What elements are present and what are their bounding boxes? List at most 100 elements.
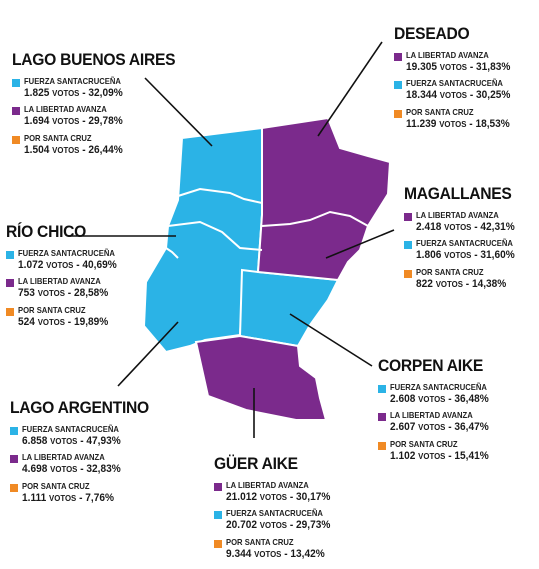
party-name: LA LIBERTAD AVANZA xyxy=(22,452,105,463)
dept-magallanes: MAGALLANES LA LIBERTAD AVANZA 2.418 VOTO… xyxy=(404,184,524,296)
party-votes: 1.102 VOTOS - 15,41% xyxy=(390,449,489,462)
party-votes: 1.504 VOTOS - 26,44% xyxy=(24,143,123,156)
party-name: FUERZA SANTACRUCEÑA xyxy=(406,78,503,89)
swatch-fs xyxy=(12,79,20,87)
dept-name: LAGO BUENOS AIRES xyxy=(12,50,176,69)
party-result: POR SANTA CRUZ 822 VOTOS - 14,38% xyxy=(404,266,524,290)
party-votes: 20.702 VOTOS - 29,73% xyxy=(226,519,331,532)
party-result: POR SANTA CRUZ 9.344 VOTOS - 13,42% xyxy=(214,536,339,560)
party-votes: 1.111 VOTOS - 7,76% xyxy=(22,491,114,504)
swatch-lla xyxy=(10,455,18,464)
swatch-fs xyxy=(404,241,412,250)
internal-borders xyxy=(165,187,369,259)
swatch-psc xyxy=(394,109,402,118)
party-name: LA LIBERTAD AVANZA xyxy=(390,410,473,421)
party-name: POR SANTA CRUZ xyxy=(390,438,458,449)
dept-deseado: DESEADO LA LIBERTAD AVANZA 19.305 VOTOS … xyxy=(394,24,519,136)
swatch-lla xyxy=(12,107,20,116)
dept-name: GÜER AIKE xyxy=(214,454,298,473)
party-result: POR SANTA CRUZ 1.111 VOTOS - 7,76% xyxy=(10,480,161,504)
party-votes: 6.858 VOTOS - 47,93% xyxy=(22,434,121,447)
party-name: FUERZA SANTACRUCEÑA xyxy=(416,238,513,249)
party-votes: 524 VOTOS - 19,89% xyxy=(18,315,109,328)
party-name: POR SANTA CRUZ xyxy=(406,106,474,117)
party-result: POR SANTA CRUZ 524 VOTOS - 19,89% xyxy=(6,305,126,328)
party-votes: 4.698 VOTOS - 32,83% xyxy=(22,463,121,476)
party-name: LA LIBERTAD AVANZA xyxy=(416,210,499,220)
party-result: LA LIBERTAD AVANZA 1.694 VOTOS - 29,78% xyxy=(12,105,190,127)
party-result: FUERZA SANTACRUCEÑA 18.344 VOTOS - 30,25… xyxy=(394,79,519,101)
party-votes: 19.305 VOTOS - 31,83% xyxy=(406,60,511,73)
dept-name: MAGALLANES xyxy=(404,184,512,203)
party-result: LA LIBERTAD AVANZA 19.305 VOTOS - 31,83% xyxy=(394,50,519,73)
party-result: FUERZA SANTACRUCEÑA 2.608 VOTOS - 36,48% xyxy=(378,382,498,405)
party-votes: 1.072 VOTOS - 40,69% xyxy=(18,258,117,271)
swatch-lla xyxy=(6,279,14,288)
swatch-psc xyxy=(12,135,20,144)
party-name: LA LIBERTAD AVANZA xyxy=(24,104,107,115)
dept-name: CORPEN AIKE xyxy=(378,356,484,375)
dept-lago-buenos-aires: LAGO BUENOS AIRES FUERZA SANTACRUCEÑA 1.… xyxy=(12,50,190,162)
party-result: FUERZA SANTACRUCEÑA 1.072 VOTOS - 40,69% xyxy=(6,248,126,271)
dept-guer-aike: GÜER AIKE LA LIBERTAD AVANZA 21.012 VOTO… xyxy=(214,454,339,566)
party-result: LA LIBERTAD AVANZA 2.607 VOTOS - 36,47% xyxy=(378,411,498,433)
swatch-fs xyxy=(394,81,402,90)
party-name: FUERZA SANTACRUCEÑA xyxy=(24,76,121,86)
dept-name: RÍO CHICO xyxy=(6,222,87,241)
party-votes: 753 VOTOS - 28,58% xyxy=(18,287,109,300)
region-guer-aike xyxy=(194,334,328,421)
party-name: LA LIBERTAD AVANZA xyxy=(226,480,309,490)
party-result: POR SANTA CRUZ 1.102 VOTOS - 15,41% xyxy=(378,438,498,462)
region-deseado-magallanes xyxy=(256,116,392,282)
party-votes: 1.825 VOTOS - 32,09% xyxy=(24,86,123,99)
swatch-lla xyxy=(214,483,222,491)
swatch-lla xyxy=(378,413,386,422)
dept-lago-argentino: LAGO ARGENTINO FUERZA SANTACRUCEÑA 6.858… xyxy=(10,398,161,510)
party-result: LA LIBERTAD AVANZA 753 VOTOS - 28,58% xyxy=(6,277,126,299)
swatch-psc xyxy=(10,483,18,492)
swatch-fs xyxy=(378,385,386,393)
swatch-fs xyxy=(214,511,222,520)
party-votes: 2.608 VOTOS - 36,48% xyxy=(390,392,489,405)
party-name: FUERZA SANTACRUCEÑA xyxy=(18,248,115,258)
party-result: FUERZA SANTACRUCEÑA 20.702 VOTOS - 29,73… xyxy=(214,509,339,531)
swatch-fs xyxy=(6,251,14,259)
party-result: POR SANTA CRUZ 11.239 VOTOS - 18,53% xyxy=(394,106,519,130)
party-name: FUERZA SANTACRUCEÑA xyxy=(226,508,323,519)
party-name: POR SANTA CRUZ xyxy=(24,132,92,143)
dept-corpen-aike: CORPEN AIKE FUERZA SANTACRUCEÑA 2.608 VO… xyxy=(378,356,498,468)
swatch-psc xyxy=(404,269,412,278)
swatch-lla xyxy=(394,53,402,61)
party-name: LA LIBERTAD AVANZA xyxy=(406,50,489,60)
party-result: FUERZA SANTACRUCEÑA 6.858 VOTOS - 47,93% xyxy=(10,424,161,447)
party-name: POR SANTA CRUZ xyxy=(22,480,90,491)
dept-name: DESEADO xyxy=(394,24,470,43)
party-votes: 21.012 VOTOS - 30,17% xyxy=(226,490,331,503)
dept-rio-chico: RÍO CHICO FUERZA SANTACRUCEÑA 1.072 VOTO… xyxy=(6,222,126,334)
party-votes: 2.418 VOTOS - 42,31% xyxy=(416,220,515,233)
party-result: LA LIBERTAD AVANZA 4.698 VOTOS - 32,83% xyxy=(10,453,161,475)
swatch-lla xyxy=(404,213,412,221)
swatch-psc xyxy=(214,539,222,548)
party-name: POR SANTA CRUZ xyxy=(416,266,484,277)
party-result: LA LIBERTAD AVANZA 2.418 VOTOS - 42,31% xyxy=(404,210,524,233)
party-votes: 1.806 VOTOS - 31,60% xyxy=(416,249,515,262)
party-result: LA LIBERTAD AVANZA 21.012 VOTOS - 30,17% xyxy=(214,480,339,503)
party-result: POR SANTA CRUZ 1.504 VOTOS - 26,44% xyxy=(12,132,190,156)
party-result: FUERZA SANTACRUCEÑA 1.825 VOTOS - 32,09% xyxy=(12,76,190,99)
party-name: POR SANTA CRUZ xyxy=(226,536,294,547)
swatch-psc xyxy=(378,441,386,450)
party-name: LA LIBERTAD AVANZA xyxy=(18,276,101,287)
party-name: FUERZA SANTACRUCEÑA xyxy=(22,424,119,434)
party-votes: 2.607 VOTOS - 36,47% xyxy=(390,421,489,434)
swatch-fs xyxy=(10,427,18,435)
party-votes: 11.239 VOTOS - 18,53% xyxy=(406,117,510,130)
party-votes: 18.344 VOTOS - 30,25% xyxy=(406,89,511,102)
swatch-psc xyxy=(6,307,14,316)
party-votes: 822 VOTOS - 14,38% xyxy=(416,277,507,290)
party-votes: 9.344 VOTOS - 13,42% xyxy=(226,547,325,560)
party-result: FUERZA SANTACRUCEÑA 1.806 VOTOS - 31,60% xyxy=(404,239,524,261)
party-votes: 1.694 VOTOS - 29,78% xyxy=(24,115,123,128)
leader-lines xyxy=(68,41,395,438)
